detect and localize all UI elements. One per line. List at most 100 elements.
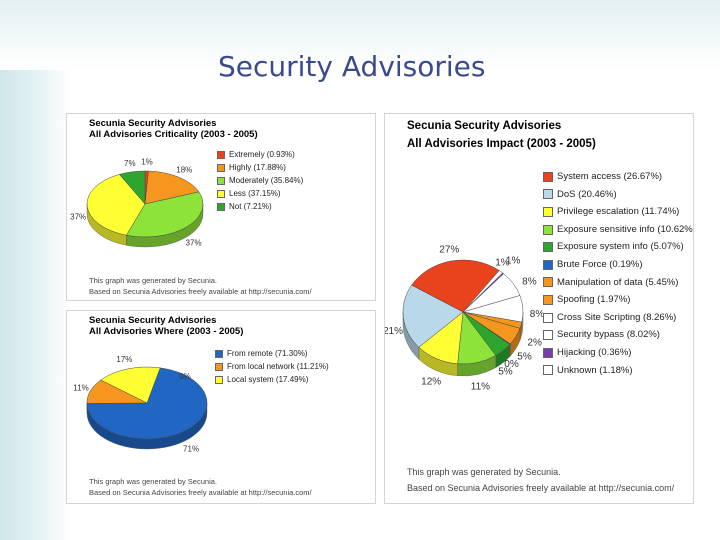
impact-legend-item: Manipulation of data (5.45%) [543,274,693,292]
impact-footer-line-2: Based on Secunia Advisories freely avail… [407,483,675,493]
impact-chart-panel: Secunia Security Advisories All Advisori… [384,113,694,504]
where-legend-label: From remote (71.30%) [227,349,308,358]
slide-background-top [0,0,720,70]
impact-legend-item: System access (26.67%) [543,168,693,186]
impact-legend-swatch [543,224,553,235]
impact-legend-swatch [543,277,553,288]
criticality-chart-subtitle: All Advisories Criticality (2003 - 2005) [89,129,258,140]
criticality-legend-swatch [217,202,225,211]
criticality-slice-4 [118,170,146,205]
impact-legend-label: Brute Force (0.19%) [557,258,643,270]
impact-legend-swatch [543,312,553,323]
impact-legend-label: Exposure sensitive info (10.62%) [557,223,694,235]
criticality-chart-title: Secunia Security Advisories [89,118,217,129]
where-legend-label: Local system (17.49%) [227,375,309,384]
criticality-legend-label: Moderately (35.84%) [229,176,304,185]
impact-legend: System access (26.67%) DoS (20.46%) Privil… [543,168,694,380]
impact-legend-label: Spoofing (1.97%) [557,294,631,306]
where-slice-label-2: 17% [116,355,132,364]
criticality-slice-label-0: 1% [141,158,153,167]
impact-chart-title: Secunia Security Advisories [407,120,562,132]
where-footer-line-2: Based on Secunia Advisories freely avail… [89,488,312,497]
impact-slice-label-0: 27% [439,245,459,256]
impact-legend-item: Security bypass (8.02%) [543,326,693,344]
impact-slice-label-4: 8% [530,309,545,320]
impact-legend-label: Cross Site Scripting (8.26%) [557,311,677,323]
where-slice-label-extra: 0% [179,372,191,381]
criticality-legend: Extremely (0.93%) Highly (17.88%) Moderate… [217,148,303,213]
where-chart-subtitle: All Advisories Where (2003 - 2005) [89,326,244,337]
where-legend: From remote (71.30%) From local network (… [215,347,329,386]
impact-slice-0 [411,259,500,313]
impact-chart-subtitle: All Advisories Impact (2003 - 2005) [407,138,596,150]
where-footer-line-1: This graph was generated by Secunia. [89,477,217,486]
impact-slice-label-1: 1% [495,258,510,269]
impact-legend-swatch [543,189,553,200]
criticality-slice-label-1: 18% [176,166,192,175]
criticality-slice-label-2: 37% [186,239,202,248]
criticality-slice-label-4: 7% [124,159,136,168]
impact-slice-label-8: 5% [498,367,513,378]
where-legend-swatch [215,349,223,358]
where-legend-swatch [215,375,223,384]
where-chart-title: Secunia Security Advisories [89,315,217,326]
criticality-slice-label-3: 37% [70,212,86,221]
impact-legend-item: Exposure sensitive info (10.62%) [543,221,694,239]
where-slice-2 [100,366,161,404]
where-legend-swatch [215,362,223,371]
criticality-legend-item: Highly (17.88%) [217,161,303,174]
where-slice-label-1: 11% [73,383,88,392]
impact-legend-label: Manipulation of data (5.45%) [557,276,679,288]
criticality-legend-item: Less (37.15%) [217,187,303,200]
criticality-legend-label: Extremely (0.93%) [229,150,295,159]
impact-legend-label: Hijacking (0.36%) [557,346,632,358]
criticality-legend-swatch [217,150,225,159]
impact-slice-label-11: 21% [385,326,403,337]
where-legend-item: Local system (17.49%) [215,373,329,386]
impact-slice-label-10: 12% [421,377,441,388]
criticality-pie-chart: 1% 18% 37% 37% 7% [70,158,204,248]
impact-legend-swatch [543,330,553,341]
impact-legend-swatch [543,294,553,305]
where-pie-chart: 71% 11% 17% 0% [73,355,208,453]
slide-background-left [0,0,70,540]
impact-legend-item: DoS (20.46%) [543,186,693,204]
impact-slice-label-9: 11% [471,381,490,392]
criticality-slice-3 [86,174,146,236]
impact-legend-label: Privilege escalation (11.74%) [557,206,680,218]
criticality-chart-panel: Secunia Security Advisories All Advisori… [66,113,376,301]
criticality-legend-swatch [217,176,225,185]
impact-legend-item: Brute Force (0.19%) [543,256,693,274]
impact-legend-item: Exposure system info (5.07%) [543,238,693,256]
impact-legend-label: DoS (20.46%) [557,188,617,200]
impact-legend-swatch [543,171,553,182]
impact-legend-item: Spoofing (1.97%) [543,291,693,309]
impact-slice-11 [402,284,464,348]
impact-slice-label-5: 2% [527,338,542,349]
impact-legend-item: Unknown (1.18%) [543,362,693,380]
criticality-footer-line-2: Based on Secunia Advisories freely avail… [89,287,312,296]
criticality-legend-swatch [217,189,225,198]
criticality-footer-line-1: This graph was generated by Secunia. [89,276,217,285]
impact-legend-item: Privilege escalation (11.74%) [543,203,693,221]
impact-legend-swatch [543,206,553,217]
where-legend-item: From remote (71.30%) [215,347,329,360]
impact-legend-label: Unknown (1.18%) [557,364,633,376]
impact-legend-swatch [543,242,553,253]
where-slice-label-0: 71% [183,444,199,453]
criticality-legend-swatch [217,163,225,172]
where-legend-item: From local network (11.21%) [215,360,329,373]
slide-title: Security Advisories [218,50,486,83]
criticality-legend-item: Not (7.21%) [217,200,303,213]
where-chart-panel: Secunia Security Advisories All Advisori… [66,310,376,504]
criticality-legend-label: Not (7.21%) [229,202,272,211]
impact-pie-chart: 27%1%1%8%8%2%5%0%5%11%12%21% [385,245,545,393]
impact-legend-swatch [543,365,553,376]
criticality-legend-item: Moderately (35.84%) [217,174,303,187]
criticality-legend-label: Less (37.15%) [229,189,281,198]
where-legend-label: From local network (11.21%) [227,362,329,371]
impact-legend-label: System access (26.67%) [557,171,663,182]
impact-slice-label-3: 8% [522,277,537,288]
criticality-legend-label: Highly (17.88%) [229,163,286,172]
impact-legend-label: Security bypass (8.02%) [557,329,660,341]
